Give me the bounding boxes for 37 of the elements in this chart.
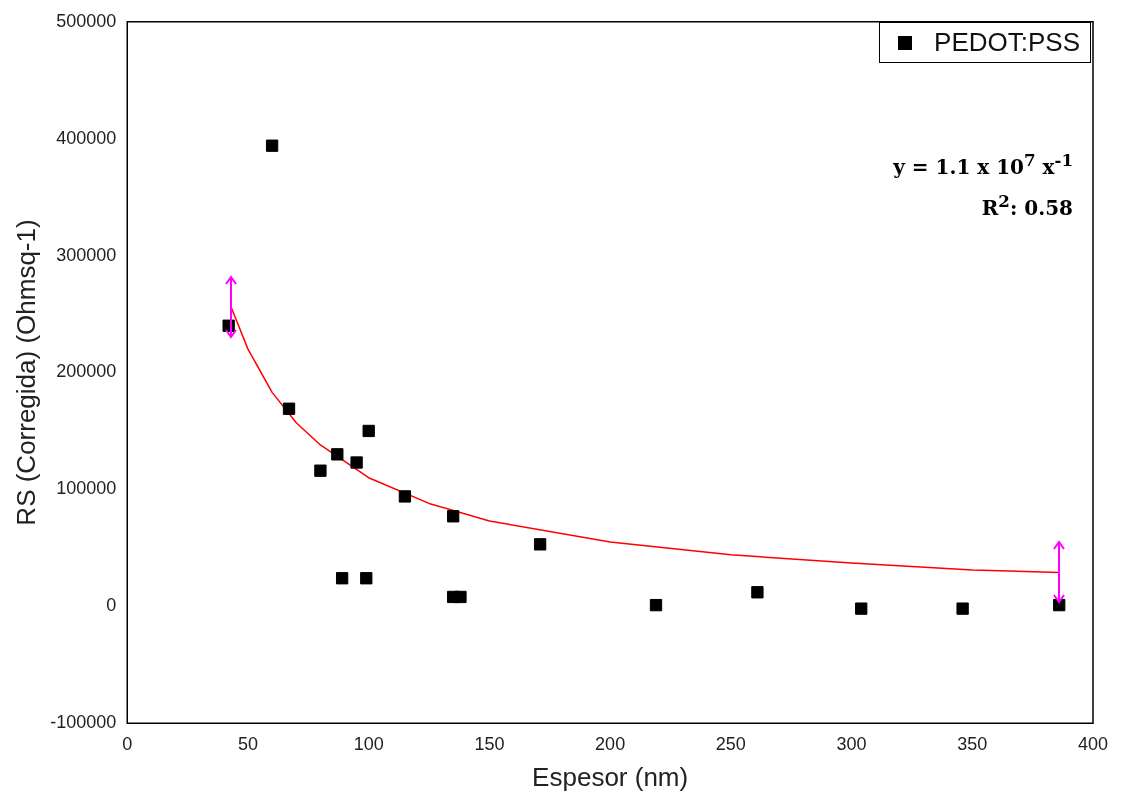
point — [398, 490, 412, 503]
y-tick-label: 500000 — [56, 10, 117, 31]
x-tick-label: 100 — [353, 733, 384, 754]
y-tick-label: 300000 — [56, 244, 117, 265]
x-axis-title: Espesor (nm) — [532, 761, 689, 792]
x-tick-label: 350 — [957, 733, 988, 754]
annotation: R$^{2}$: 0.58 — [980, 189, 1073, 222]
y-tick-label: 0 — [106, 595, 117, 616]
point — [331, 448, 344, 461]
x-tick-label: 400 — [1077, 733, 1109, 754]
point — [649, 598, 663, 612]
x-tick-label: 300 — [836, 733, 867, 754]
point — [362, 424, 375, 438]
x-tick-label: 50 — [237, 733, 258, 754]
y-tick-label: -100000 — [50, 712, 117, 733]
x-tick-label: 0 — [122, 733, 133, 754]
point — [335, 572, 349, 585]
point — [454, 590, 467, 604]
point — [447, 510, 460, 523]
point — [855, 602, 868, 615]
y-tick-label: 400000 — [56, 127, 117, 148]
x-tick-label: 250 — [715, 733, 746, 754]
annotation: y = 1.1 x 10$^{7}$ x$^{-1}$ — [893, 149, 1073, 181]
point — [751, 586, 764, 599]
y-axis-title: RS (Corregida) (Ohmsq-1) — [10, 219, 41, 526]
point — [282, 402, 296, 415]
point — [360, 572, 373, 585]
x-tick-label: 150 — [474, 733, 505, 754]
x-tick-label: 200 — [595, 733, 626, 754]
y-tick-label: 100000 — [56, 478, 117, 499]
point — [533, 538, 547, 551]
point — [265, 139, 279, 152]
y-tick-label: 200000 — [56, 361, 117, 382]
legend-label: PEDOT:PSS — [934, 27, 1080, 58]
point — [314, 464, 327, 477]
point — [956, 602, 969, 615]
point — [350, 456, 363, 469]
